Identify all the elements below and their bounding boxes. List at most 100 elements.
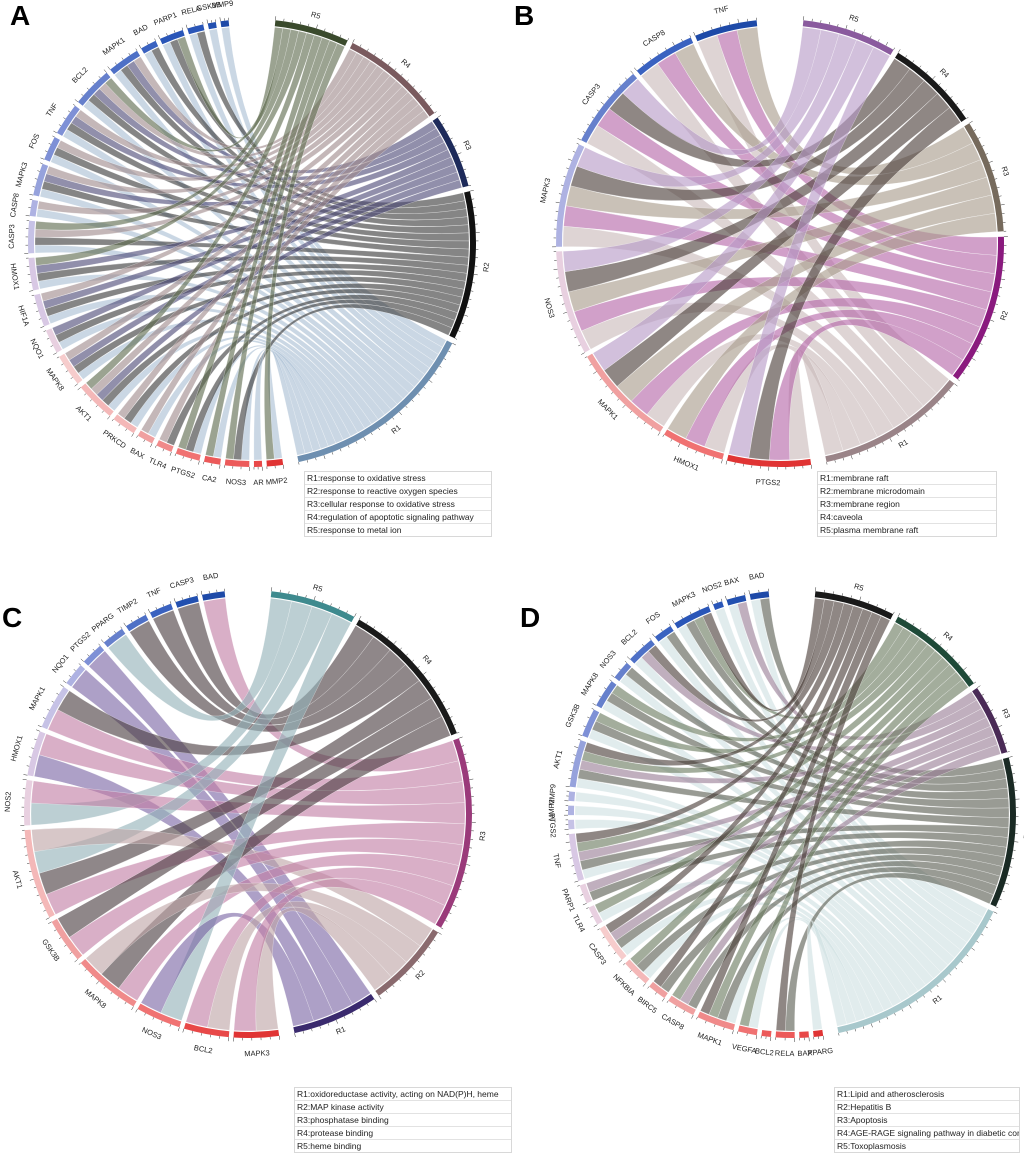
axis-tick [678, 443, 680, 447]
axis-tick [406, 973, 408, 975]
axis-tick [893, 48, 894, 50]
ribbon-layer [31, 598, 465, 1031]
axis-tick [469, 185, 471, 186]
axis-tick [132, 433, 134, 436]
axis-tick [108, 636, 110, 638]
axis-tick [29, 871, 31, 872]
axis-tick [44, 331, 46, 332]
axis-tick [37, 171, 39, 172]
legend-c: R1:oxidoreductase activity, acting on NA… [294, 1087, 512, 1153]
axis-tick [461, 161, 463, 162]
axis-tick [23, 779, 27, 780]
axis-tick [577, 143, 579, 144]
axis-tick [35, 179, 37, 180]
axis-tick [423, 954, 425, 956]
axis-tick [69, 675, 71, 677]
axis-tick [992, 170, 994, 171]
axis-tick [63, 118, 65, 119]
axis-tick [986, 927, 988, 928]
axis-tick [945, 90, 947, 92]
axis-tick [161, 1021, 162, 1023]
axis-tick [75, 384, 78, 387]
axis-tick [652, 634, 654, 637]
axis-tick [87, 88, 89, 90]
gene-label: AKT1 [11, 869, 25, 890]
gene-label: BAX [723, 575, 740, 587]
axis-tick [651, 427, 652, 429]
axis-tick [27, 863, 29, 864]
axis-tick [453, 905, 457, 907]
axis-tick [601, 102, 604, 104]
gene-label: RELA [775, 1049, 795, 1059]
axis-tick [136, 436, 137, 438]
axis-tick [863, 1026, 864, 1028]
term-label: R5 [310, 10, 322, 21]
axis-tick [955, 967, 957, 969]
term-label: R5 [853, 581, 865, 592]
axis-tick [279, 1036, 280, 1040]
gene-label: CASP3 [587, 941, 609, 966]
axis-tick [745, 593, 746, 595]
axis-tick [424, 98, 426, 100]
axis-tick [1002, 891, 1004, 892]
axis-tick [995, 718, 997, 719]
axis-tick [434, 373, 436, 374]
axis-tick [714, 1024, 715, 1026]
axis-tick [675, 1006, 676, 1008]
gene-label: BCL2 [193, 1043, 213, 1055]
axis-tick [156, 607, 157, 609]
axis-tick [597, 929, 599, 930]
axis-tick [838, 24, 839, 26]
axis-tick [34, 303, 36, 304]
gene-label: FOS [27, 132, 42, 150]
axis-tick [574, 746, 578, 747]
axis-tick [987, 328, 989, 329]
axis-tick [976, 351, 978, 352]
axis-tick [684, 1011, 685, 1013]
axis-tick [886, 42, 888, 46]
axis-tick [429, 105, 431, 107]
axis-tick [446, 708, 450, 710]
gene-label: NQO1 [50, 652, 70, 674]
axis-tick [91, 975, 93, 977]
gene-label: NOS3 [225, 477, 246, 487]
gene-label: TLR4 [148, 455, 168, 470]
axis-tick [139, 45, 141, 48]
axis-tick [577, 885, 579, 886]
axis-tick [721, 599, 722, 601]
gene-label: MAPK1 [696, 1030, 723, 1047]
axis-tick [467, 307, 469, 308]
gene-label: BCL2 [619, 627, 639, 646]
axis-tick [101, 640, 104, 643]
axis-tick [306, 595, 307, 597]
axis-tick [111, 992, 113, 994]
axis-tick [877, 604, 878, 606]
axis-tick [122, 58, 123, 60]
axis-tick [738, 19, 739, 23]
axis-tick [68, 111, 70, 112]
axis-tick [33, 187, 35, 188]
axis-tick [37, 895, 39, 896]
axis-tick [186, 25, 187, 29]
axis-tick [958, 662, 960, 664]
gene-arc [813, 1030, 823, 1037]
axis-tick [961, 961, 963, 963]
axis-tick [53, 353, 56, 355]
axis-tick [690, 612, 691, 614]
axis-tick [125, 429, 126, 431]
axis-tick [905, 55, 906, 57]
axis-tick [723, 1027, 724, 1029]
gene-label: GSK3B [563, 702, 581, 729]
axis-tick [972, 358, 975, 360]
axis-tick [462, 881, 464, 882]
gene-label: HMOX1 [9, 734, 25, 762]
axis-tick [192, 1031, 193, 1033]
axis-tick [406, 406, 408, 408]
axis-tick [399, 979, 401, 981]
axis-tick [720, 25, 721, 27]
gene-label: MAPK1 [596, 397, 620, 422]
gene-label: HMOX1 [672, 454, 700, 473]
axis-tick [118, 997, 119, 999]
axis-tick [163, 449, 164, 451]
axis-tick [586, 908, 588, 909]
